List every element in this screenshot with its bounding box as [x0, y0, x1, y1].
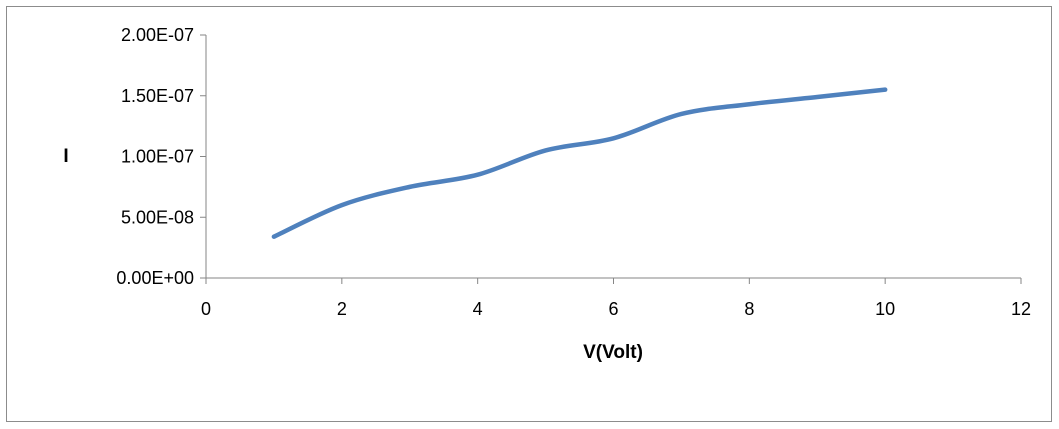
y-axis-title: I: [63, 146, 68, 167]
y-tick-label: 1.50E-07: [121, 86, 194, 106]
series-group: [271, 87, 888, 239]
chart-frame: [6, 6, 1052, 422]
x-axis-title: V(Volt): [583, 342, 643, 363]
y-tick-label: 5.00E-08: [121, 207, 194, 227]
y-tick-label: 0.00E+00: [116, 268, 194, 288]
y-axis: 0.00E+00 5.00E-08 1.00E-07 1.50E-07 2.00E-07: [116, 25, 207, 288]
x-tick-label: 2: [337, 299, 347, 319]
x-axis: 0 2 4 6 8 10 12: [201, 277, 1031, 319]
x-tick-label: 8: [744, 299, 754, 319]
y-tick-label: 2.00E-07: [121, 25, 194, 45]
x-tick-label: 6: [608, 299, 618, 319]
series-line: [271, 87, 888, 239]
y-tick-label: 1.00E-07: [121, 147, 194, 167]
x-tick-label: 10: [875, 299, 895, 319]
x-tick-label: 0: [201, 299, 211, 319]
x-tick-label: 12: [1011, 299, 1031, 319]
x-tick-label: 4: [473, 299, 483, 319]
